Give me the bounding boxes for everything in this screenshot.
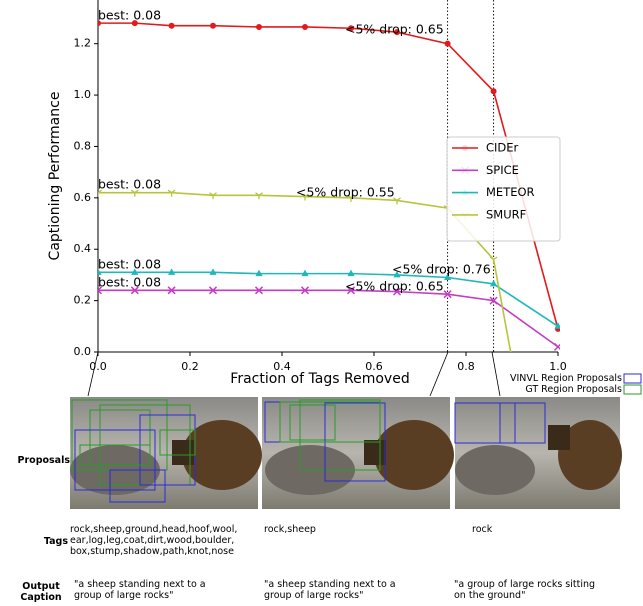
x-tick-label: 0.0 xyxy=(89,360,107,373)
y-tick-label: 0.6 xyxy=(74,191,92,204)
photo xyxy=(455,397,622,509)
caption: "a sheep standing next to a group of lar… xyxy=(74,579,234,601)
plot-area xyxy=(94,20,561,606)
legend-label: METEOR xyxy=(486,185,535,199)
annotation: <5% drop: 0.65 xyxy=(345,279,444,294)
legend-label: SPICE xyxy=(486,163,519,177)
legend-label: SMURF xyxy=(486,207,526,221)
tags: rock,sheep xyxy=(264,524,444,535)
y-tick-label: 0.8 xyxy=(74,139,92,152)
marker xyxy=(302,24,308,30)
photo xyxy=(262,397,454,509)
marker xyxy=(169,23,175,29)
x-axis-label: Fraction of Tags Removed xyxy=(230,371,409,387)
y-tick-label: 1.0 xyxy=(74,88,92,101)
annotation: <5% drop: 0.76 xyxy=(392,262,491,277)
marker xyxy=(490,257,497,264)
marker xyxy=(491,88,497,94)
y-tick-label: 1.2 xyxy=(74,37,92,50)
y-tick-label: 0.4 xyxy=(74,242,92,255)
legend-label: CIDEr xyxy=(486,141,519,155)
x-tick-label: 0.2 xyxy=(181,360,199,373)
x-tick-label: 1.0 xyxy=(549,360,567,373)
y-tick-label: 0.0 xyxy=(74,345,92,358)
x-tick-label: 0.6 xyxy=(365,360,383,373)
annotation: best: 0.08 xyxy=(98,257,161,272)
marker xyxy=(445,41,451,47)
marker xyxy=(256,24,262,30)
y-axis-label: Captioning Performance xyxy=(47,92,63,261)
box-legend-label: GT Region Proposals xyxy=(440,384,622,395)
annotation: best: 0.08 xyxy=(98,275,161,290)
annotation: <5% drop: 0.55 xyxy=(296,185,395,200)
y-tick-label: 0.2 xyxy=(74,294,92,307)
box-legend-frame xyxy=(624,374,641,394)
row-label: Proposals xyxy=(0,455,70,466)
series-line xyxy=(98,290,558,347)
tags: rock,sheep,ground,head,hoof,wool, ear,lo… xyxy=(70,524,265,557)
row-label: Tags xyxy=(0,536,68,547)
caption: "a sheep standing next to a group of lar… xyxy=(264,579,424,601)
x-tick-label: 0.4 xyxy=(273,360,291,373)
page: {"chart_data":{"type":"line","xlabel":"F… xyxy=(0,0,643,606)
photos xyxy=(70,397,622,509)
caption: "a group of large rocks sitting on the g… xyxy=(454,579,604,601)
annotation: <5% drop: 0.65 xyxy=(345,22,444,37)
annotation: best: 0.08 xyxy=(98,177,161,192)
x-tick-label: 0.8 xyxy=(457,360,475,373)
box-legend-label: VINVL Region Proposals xyxy=(440,373,622,384)
chart: Captioning Performance Fraction of Tags … xyxy=(0,0,643,606)
tags: rock xyxy=(472,524,632,535)
row-label: Output Caption xyxy=(14,581,68,603)
marker xyxy=(555,343,562,350)
annotation: best: 0.08 xyxy=(98,8,161,23)
photo xyxy=(70,397,262,509)
marker xyxy=(210,23,216,29)
